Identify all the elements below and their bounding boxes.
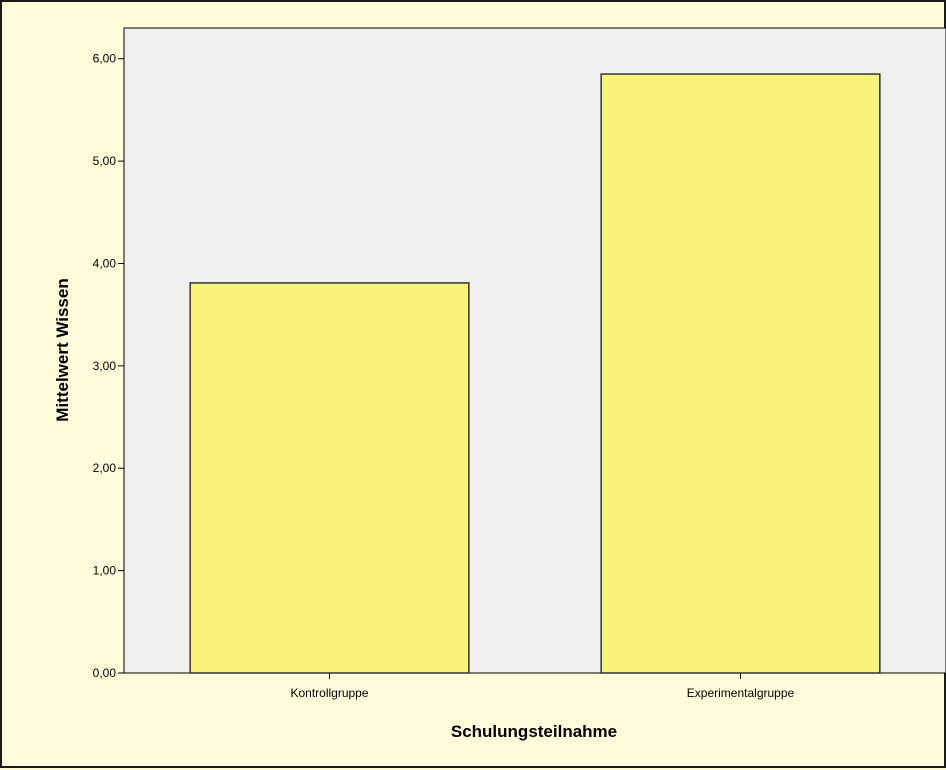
y-tick-label: 2,00 [93,461,117,475]
bar-experimentalgruppe [600,73,881,674]
y-tick-label: 5,00 [93,154,117,168]
x-axis-title: Schulungsteilnahme [451,722,617,741]
bars [189,73,881,674]
x-axis: Kontrollgruppe Experimentalgruppe [290,673,795,700]
y-tick-label: 1,00 [93,564,117,578]
y-axis-title: Mittelwert Wissen [53,278,72,421]
x-tick-label: Kontrollgruppe [290,686,368,700]
y-axis: 0,00 1,00 2,00 3,00 4,00 5,00 6,00 [93,52,124,680]
y-tick-label: 3,00 [93,359,117,373]
y-tick-label: 6,00 [93,52,117,66]
bar-kontrollgruppe [189,282,470,674]
y-tick-label: 0,00 [93,666,117,680]
x-tick-label: Experimentalgruppe [687,686,795,700]
y-tick-label: 4,00 [93,256,117,270]
